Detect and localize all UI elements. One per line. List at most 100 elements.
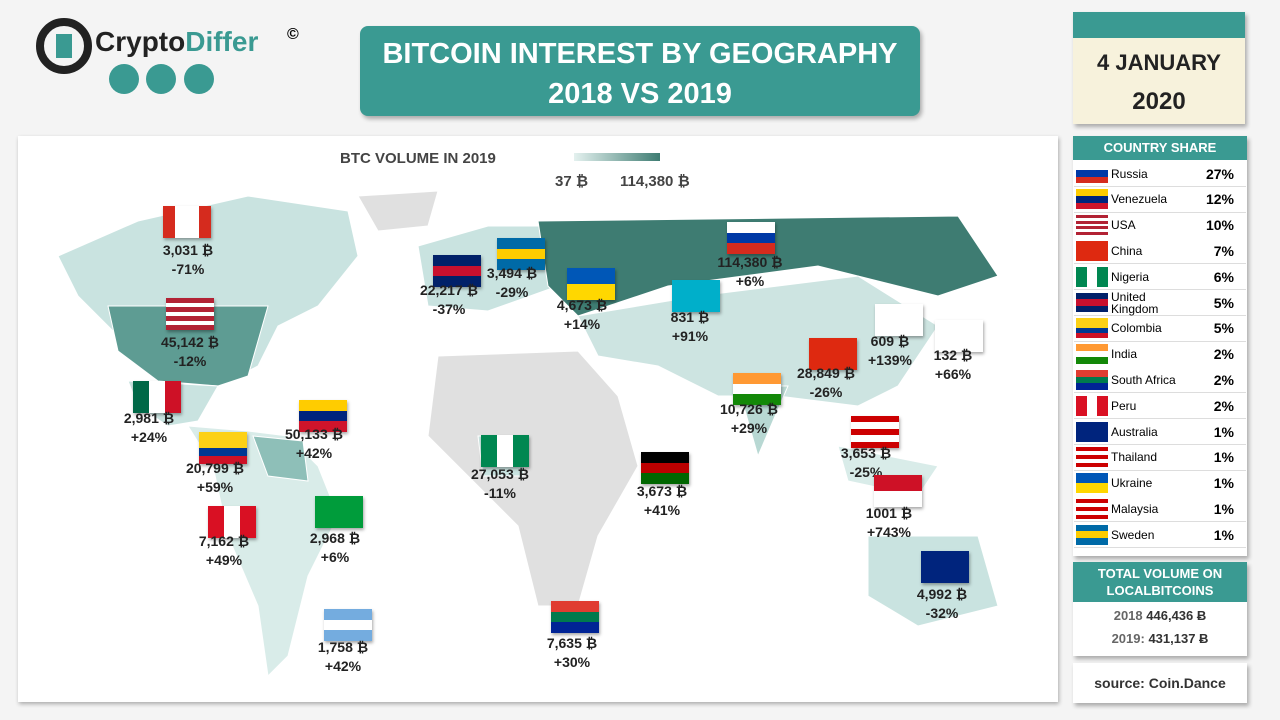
flag xyxy=(875,304,923,336)
change: +139% xyxy=(868,352,912,368)
flag xyxy=(809,338,857,370)
flag xyxy=(551,601,599,633)
country-name: Malaysia xyxy=(1111,501,1159,516)
share-value: 2% xyxy=(1213,397,1234,414)
flag xyxy=(641,452,689,484)
volume: 50,133 ₿ xyxy=(284,426,344,442)
flag xyxy=(315,496,363,528)
brand-a: Crypto xyxy=(95,26,186,57)
total-2018: 2018 446,436 Ƀ xyxy=(1073,608,1247,623)
flag xyxy=(433,255,481,287)
flag xyxy=(163,206,211,238)
country-name: Thailand xyxy=(1111,450,1158,465)
volume: 1001 ₿ xyxy=(865,505,913,521)
country-label: 45,142 ₿ -12% xyxy=(130,333,250,371)
share-value: 6% xyxy=(1213,268,1234,285)
share-value: 27% xyxy=(1205,165,1234,182)
flag xyxy=(1076,369,1108,390)
flag xyxy=(1076,344,1108,365)
flag xyxy=(299,400,347,432)
country-name: Peru xyxy=(1111,398,1137,413)
flag xyxy=(133,381,181,413)
change: +30% xyxy=(553,654,591,670)
country-label: 7,635 ₿ +30% xyxy=(512,634,632,672)
country-label: 1001 ₿ +743% xyxy=(829,504,949,542)
share-row: South Africa 2% xyxy=(1074,367,1246,394)
change: +41% xyxy=(643,502,681,518)
country-name: United Kingdom xyxy=(1111,289,1159,316)
share-row: Venezuela 12% xyxy=(1074,186,1246,213)
volume: 7,162 ₿ xyxy=(198,533,250,549)
share-title: COUNTRY SHARE xyxy=(1073,136,1247,160)
flag xyxy=(733,373,781,405)
title: BITCOIN INTEREST BY GEOGRAPHY xyxy=(382,38,898,70)
country-label: 28,849 ₿ -26% xyxy=(766,364,886,402)
flag xyxy=(208,506,256,538)
change: +49% xyxy=(205,552,243,568)
flag xyxy=(497,238,545,270)
flag xyxy=(1076,189,1108,210)
share-row: China 7% xyxy=(1074,238,1246,265)
flag xyxy=(1076,473,1108,494)
country-label: 20,799 ₿ +59% xyxy=(155,459,275,497)
share-value: 5% xyxy=(1213,320,1234,337)
country-name: Russia xyxy=(1111,166,1148,181)
country-name: Sweden xyxy=(1111,527,1155,542)
brand-b: Differ xyxy=(185,26,259,57)
total-year: 2018 xyxy=(1113,608,1143,623)
volume: 114,380 ₿ xyxy=(717,254,783,270)
total-box: TOTAL VOLUME ON LOCALBITCOINS 2018 446,4… xyxy=(1073,562,1247,656)
change: +6% xyxy=(320,549,350,565)
world-map xyxy=(57,190,999,678)
flag xyxy=(1076,318,1108,339)
change: -71% xyxy=(171,261,205,277)
total-year: 2019: xyxy=(1111,631,1145,646)
share-row: Malaysia 1% xyxy=(1074,496,1246,523)
flag xyxy=(672,280,720,312)
share-row: Peru 2% xyxy=(1074,393,1246,420)
flag xyxy=(1076,266,1108,287)
country-name: USA xyxy=(1111,218,1136,233)
country-label: 3,494 ₿ -29% xyxy=(452,264,572,302)
share-value: 5% xyxy=(1213,294,1234,311)
legend-title: BTC VOLUME IN 2019 xyxy=(340,150,496,167)
country-label: 10,726 ₿ +29% xyxy=(689,400,809,438)
volume: 2,968 ₿ xyxy=(309,530,361,546)
share-row: USA 10% xyxy=(1074,212,1246,239)
total-value: 446,436 Ƀ xyxy=(1146,608,1207,623)
country-label: 114,380 ₿ +6% xyxy=(690,253,810,291)
flag xyxy=(324,609,372,641)
country-label: 4,992 ₿ -32% xyxy=(882,585,1002,623)
volume: 27,053 ₿ xyxy=(470,466,530,482)
volume: 4,673 ₿ xyxy=(556,297,608,313)
total-value: 431,137 Ƀ xyxy=(1148,631,1209,646)
share-row: India 2% xyxy=(1074,341,1246,368)
volume: 20,799 ₿ xyxy=(185,460,245,476)
change: +66% xyxy=(934,366,972,382)
change: -11% xyxy=(484,485,516,501)
change: -29% xyxy=(495,284,529,300)
flag xyxy=(481,435,529,467)
flag xyxy=(1076,240,1108,261)
legend-max: 114,380 ₿ xyxy=(620,173,690,190)
share-row: Colombia 5% xyxy=(1074,315,1246,342)
legend-min: 37 ₿ xyxy=(555,173,589,190)
country-label: 609 ₿ +139% xyxy=(830,332,950,370)
country-label: 50,133 ₿ +42% xyxy=(254,425,374,463)
social-icons xyxy=(109,64,214,94)
flag xyxy=(921,551,969,583)
change: +24% xyxy=(130,429,168,445)
country-name: India xyxy=(1111,347,1138,362)
flag xyxy=(935,320,983,352)
flag xyxy=(727,222,775,254)
flag xyxy=(166,298,214,330)
change: +29% xyxy=(730,420,768,436)
share-value: 1% xyxy=(1213,449,1234,466)
subtitle: 2018 VS 2019 xyxy=(548,78,732,110)
country-label: 132 ₿ +66% xyxy=(893,346,1013,384)
flag xyxy=(1076,215,1108,235)
flag xyxy=(567,268,615,300)
flag xyxy=(1076,524,1108,545)
volume: 10,726 ₿ xyxy=(719,401,779,417)
